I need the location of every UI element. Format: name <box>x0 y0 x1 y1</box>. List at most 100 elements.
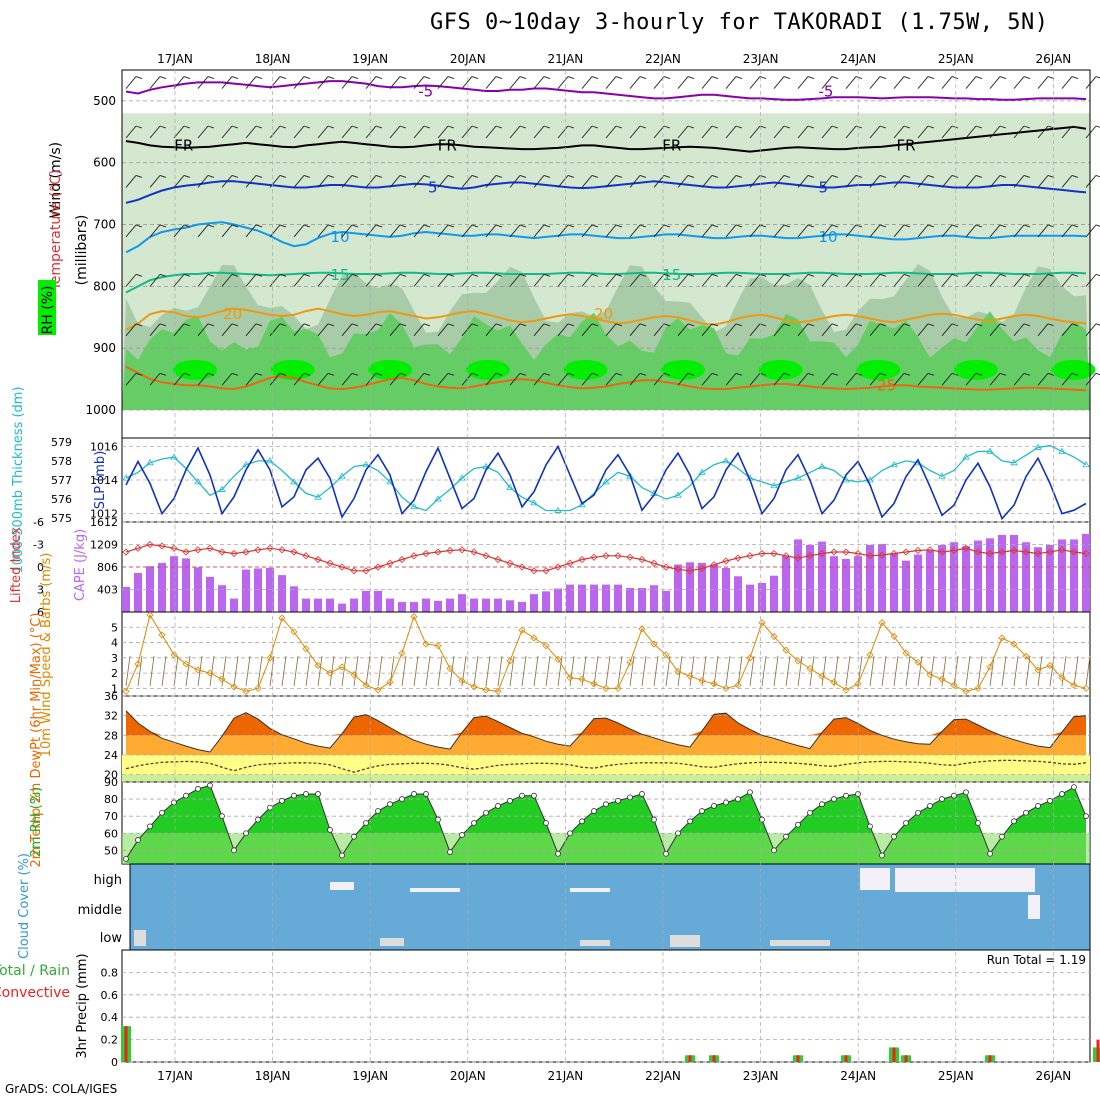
rh-point <box>1083 813 1089 820</box>
li-point <box>962 544 970 552</box>
precip-conv-bar <box>1096 1039 1100 1062</box>
thickness-line <box>125 444 1087 512</box>
wind-barb <box>437 274 449 287</box>
cloud-level-label: high <box>94 873 122 888</box>
wind-barb-flag <box>519 175 527 178</box>
wind-barb-flag <box>447 323 455 327</box>
wind-speed-point <box>302 645 310 653</box>
rh-point <box>543 820 549 826</box>
wind-barb-flag <box>999 125 1007 129</box>
wind-speed-point <box>542 642 550 650</box>
wind-barb-flag <box>423 76 431 79</box>
wind-speed-point <box>1046 661 1054 670</box>
li-point <box>746 552 754 560</box>
precip-tick-label: 0.4 <box>101 1011 119 1024</box>
wind-barb <box>965 323 977 337</box>
wind-barb-flag <box>1047 175 1055 178</box>
wind-barb-flag <box>159 125 167 129</box>
wind-barb <box>629 125 641 139</box>
rh-point <box>783 833 789 840</box>
li-point <box>902 548 910 556</box>
wind-barb <box>149 372 161 386</box>
wind-barb-10m <box>293 655 299 687</box>
li-point <box>326 559 334 567</box>
wind-barb-flag <box>351 372 359 376</box>
wind-speed-point <box>650 640 658 648</box>
wind-barb-flag <box>279 372 287 376</box>
wind-barb-flag <box>735 323 743 327</box>
rh-point <box>879 852 885 859</box>
rh-point <box>135 837 141 843</box>
wind-barb-10m <box>1085 655 1091 687</box>
li-point <box>542 567 550 575</box>
li-point <box>806 552 814 560</box>
wind-barb-flag <box>303 125 311 129</box>
rh-tick-label: 70 <box>104 810 118 823</box>
series-label-rh: RH (%) <box>40 286 56 335</box>
wind-barb <box>269 274 281 287</box>
wind-barb <box>989 323 1001 337</box>
rh-point <box>975 820 981 826</box>
wind-barb-flag <box>1047 76 1055 79</box>
wind-barb <box>941 125 953 139</box>
wind-barb-flag <box>903 76 911 79</box>
cloud-block-low <box>380 938 404 946</box>
upper-air-ylabel: (millibars) <box>74 215 90 286</box>
cape-bar <box>578 584 586 612</box>
cape-bar <box>650 585 658 612</box>
wind-barb <box>725 125 737 139</box>
cloud-block-low <box>134 930 146 946</box>
cape-bar <box>986 538 994 612</box>
precip-ylabel: 3hr Precip (mm) <box>75 953 90 1058</box>
cape-bar <box>602 584 610 612</box>
li-point <box>734 554 742 562</box>
wind-barb <box>437 175 449 188</box>
wind-barb-flag <box>327 224 335 228</box>
cape-bar <box>266 567 274 612</box>
wind-barb-10m <box>437 655 443 687</box>
wind-barb <box>365 372 377 386</box>
thickness-point <box>530 499 538 506</box>
rh-point <box>1035 803 1041 809</box>
wind-barb-flag <box>879 175 887 178</box>
wind-barb-flag <box>735 76 743 79</box>
wind-barb-flag <box>951 175 959 178</box>
rh-point <box>723 799 729 806</box>
thickness-point <box>506 483 514 491</box>
wind-barb-flag <box>615 224 623 228</box>
cape-bar <box>302 598 310 612</box>
cape-bar <box>698 562 706 612</box>
wind-barb-10m <box>821 655 827 687</box>
wind-barb <box>149 323 161 337</box>
wind-barb-flag <box>423 372 431 376</box>
wind-barb-flag <box>615 125 623 129</box>
cape-bar <box>122 586 130 612</box>
cloud-level-label: middle <box>78 903 122 918</box>
wind-barb <box>437 76 449 89</box>
rh-point <box>579 818 585 825</box>
pressure-tick-label: 600 <box>93 156 116 170</box>
series-label-wind: Wind (m/s) <box>48 142 64 218</box>
wind-barb <box>197 323 209 337</box>
wind-barb <box>557 175 569 188</box>
wind-barb <box>845 323 857 337</box>
temperature-contour <box>125 271 1087 294</box>
temperature-contour <box>125 80 1087 101</box>
wind-barb <box>437 224 449 238</box>
precip-conv-bar <box>712 1055 716 1062</box>
li-point <box>794 554 802 562</box>
wind-barb <box>389 76 401 89</box>
rh-point <box>987 850 993 857</box>
rh-point <box>303 791 309 797</box>
rh-point <box>171 799 177 806</box>
wind-barb-flag <box>759 125 767 129</box>
wind-barb <box>173 76 185 89</box>
li-point <box>614 552 622 560</box>
cape-bar <box>830 556 838 612</box>
li-point <box>1046 548 1054 556</box>
wind-barb-flag <box>687 224 695 228</box>
cape-tick-label: 1612 <box>90 516 118 529</box>
li-point <box>926 546 934 554</box>
thickness-point <box>170 453 178 460</box>
wind-barb-flag <box>207 273 215 277</box>
